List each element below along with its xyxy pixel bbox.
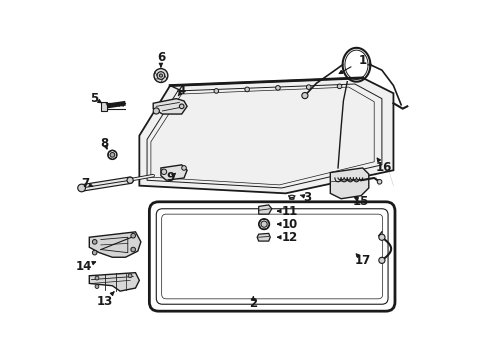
Text: 6: 6 <box>157 50 164 67</box>
Text: 5: 5 <box>90 92 102 105</box>
Text: 14: 14 <box>76 260 96 273</box>
Polygon shape <box>89 232 141 257</box>
Text: 9: 9 <box>166 171 175 184</box>
Circle shape <box>244 87 249 92</box>
Polygon shape <box>101 102 107 111</box>
Text: 17: 17 <box>354 254 370 267</box>
Text: 13: 13 <box>96 292 114 308</box>
Circle shape <box>301 93 307 99</box>
Circle shape <box>378 257 384 264</box>
Circle shape <box>95 285 99 288</box>
Circle shape <box>78 184 85 192</box>
Text: 2: 2 <box>249 297 257 310</box>
Text: 8: 8 <box>101 137 109 150</box>
Polygon shape <box>258 205 271 214</box>
Circle shape <box>161 169 166 175</box>
Circle shape <box>261 221 266 227</box>
Circle shape <box>182 166 186 170</box>
Circle shape <box>159 74 162 77</box>
Circle shape <box>128 274 132 278</box>
Polygon shape <box>257 233 270 241</box>
Circle shape <box>275 86 280 90</box>
Text: 1: 1 <box>339 54 366 73</box>
Polygon shape <box>89 273 139 291</box>
Text: 7: 7 <box>81 177 93 190</box>
Circle shape <box>377 180 381 184</box>
Circle shape <box>92 250 97 255</box>
Text: 15: 15 <box>352 194 368 208</box>
Text: 12: 12 <box>277 231 297 244</box>
Text: 3: 3 <box>300 191 311 204</box>
Polygon shape <box>329 168 368 199</box>
Circle shape <box>179 104 183 109</box>
Polygon shape <box>153 99 187 114</box>
Text: 16: 16 <box>375 158 391 175</box>
Circle shape <box>157 72 164 80</box>
Text: 4: 4 <box>177 85 185 98</box>
Circle shape <box>306 85 310 89</box>
Circle shape <box>214 89 218 93</box>
Circle shape <box>153 108 159 114</box>
Circle shape <box>337 84 341 89</box>
Circle shape <box>107 150 117 159</box>
Circle shape <box>154 69 167 82</box>
Text: 10: 10 <box>277 218 297 231</box>
Circle shape <box>110 153 115 157</box>
Circle shape <box>127 177 133 183</box>
Text: 11: 11 <box>277 204 297 217</box>
Circle shape <box>378 234 384 240</box>
Circle shape <box>131 233 135 238</box>
Circle shape <box>92 239 97 244</box>
Polygon shape <box>139 78 393 193</box>
Circle shape <box>258 219 269 230</box>
Circle shape <box>131 247 135 252</box>
Circle shape <box>95 276 99 280</box>
Polygon shape <box>161 165 187 180</box>
